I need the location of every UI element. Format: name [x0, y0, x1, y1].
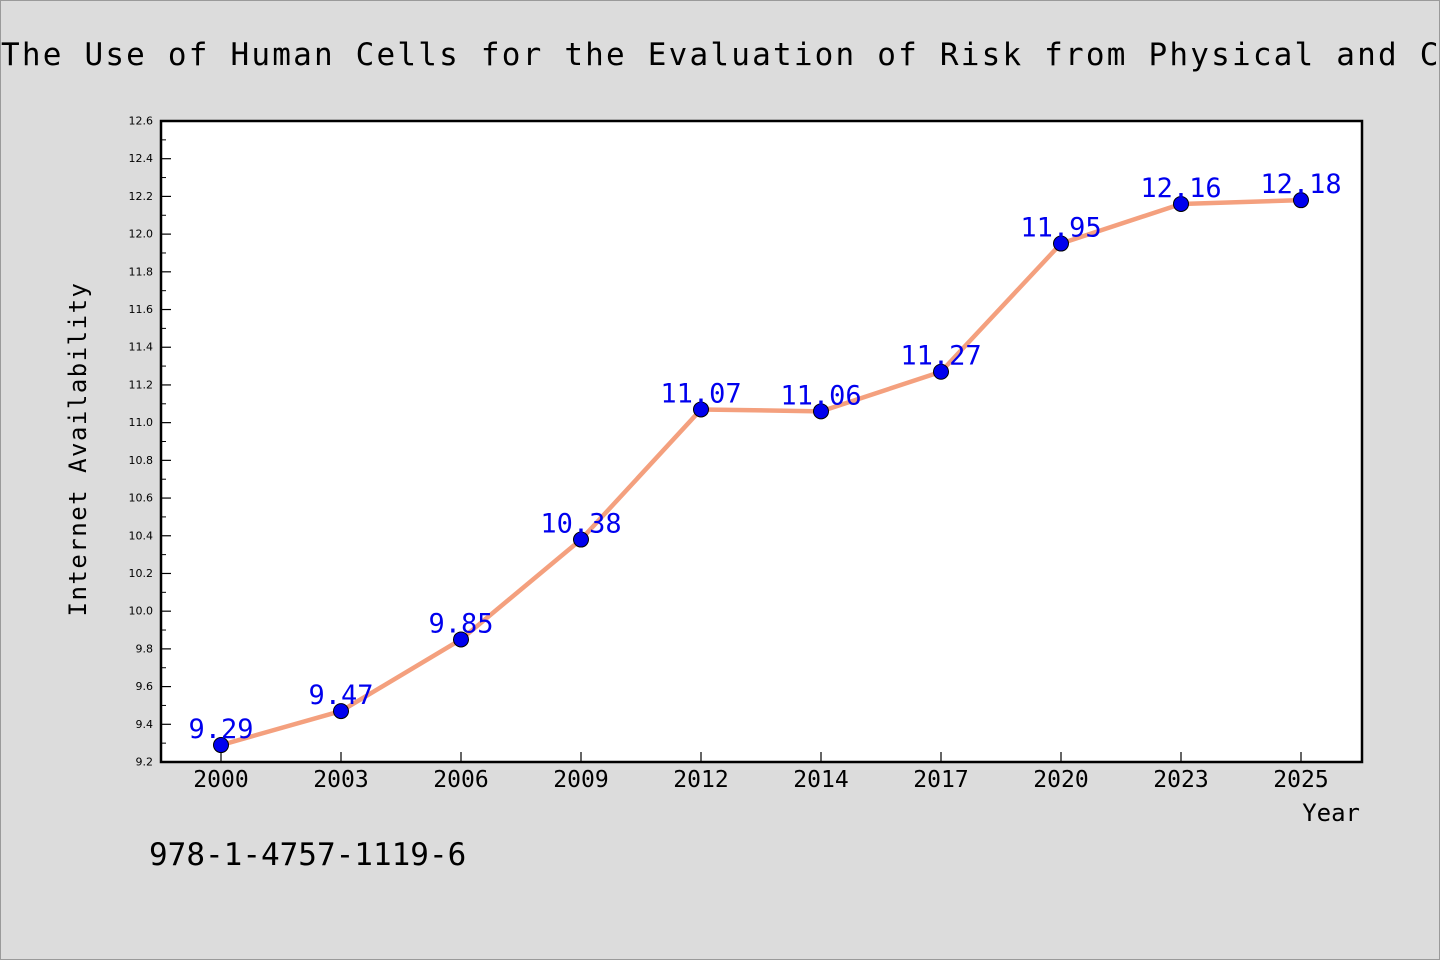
x-tick-label: 2000: [193, 767, 248, 793]
y-axis-label: Internet Availability: [64, 282, 92, 617]
data-label: 11.06: [780, 380, 861, 411]
x-tick-label: 2014: [793, 767, 848, 793]
y-tick-label: 10.4: [129, 529, 154, 542]
data-label: 10.38: [540, 509, 621, 540]
y-tick-label: 10.2: [129, 567, 154, 580]
y-tick-label: 11.6: [129, 303, 154, 316]
x-tick-label: 2023: [1153, 767, 1208, 793]
y-tick-label: 9.4: [136, 718, 154, 731]
data-point: [1053, 235, 1069, 252]
x-tick-label: 2009: [553, 767, 608, 793]
isbn-text: 978-1-4757-1119-6: [149, 837, 466, 873]
data-point: [333, 703, 349, 720]
x-tick-label: 2017: [913, 767, 968, 793]
data-point: [1293, 192, 1309, 209]
y-tick-label: 11.2: [129, 378, 154, 391]
y-tick-label: 11.8: [129, 265, 154, 278]
x-axis-label: Year: [1302, 799, 1360, 827]
y-tick-label: 9.2: [136, 756, 154, 769]
x-axis: 2000 2003 2006 2009 2012 2014 2017 2020 2023 2025: [193, 752, 1329, 793]
data-label: 12.18: [1260, 169, 1341, 200]
data-point: [1173, 195, 1189, 212]
x-tick-label: 2003: [313, 767, 368, 793]
y-tick-label: 12.4: [129, 152, 154, 165]
y-tick-label: 11.0: [129, 416, 154, 429]
data-label: 12.16: [1140, 173, 1221, 204]
y-tick-label: 9.6: [136, 680, 154, 693]
y-axis: 9.2 9.4 9.6 9.8 10.0 10.2 10.4 10.6 10.8 11.0 11.2…: [129, 115, 171, 769]
data-label: 11.27: [900, 341, 981, 372]
chart-title: The Use of Human Cells for the Evaluatio…: [1, 37, 1440, 73]
y-tick-label: 12.6: [129, 115, 154, 128]
data-point: [933, 363, 949, 380]
y-tick-label: 10.8: [129, 454, 154, 467]
data-point: [573, 531, 589, 548]
series: 9.29 9.47 9.85 10.38 11.07 11.06 11.27 11.95 12.…: [188, 169, 1342, 754]
y-tick-label: 10.6: [129, 492, 154, 505]
y-tick-label: 10.0: [129, 605, 154, 618]
data-label: 9.85: [428, 608, 493, 639]
y-tick-label: 9.8: [136, 642, 154, 655]
y-tick-label: 12.0: [129, 228, 154, 241]
data-point: [693, 401, 709, 418]
data-label: 9.47: [308, 680, 373, 711]
data-point: [213, 737, 229, 754]
series-line: [218, 197, 1304, 748]
x-tick-label: 2006: [433, 767, 488, 793]
x-tick-label: 2020: [1033, 767, 1088, 793]
plot-area: [159, 119, 1364, 764]
y-tick-label: 11.4: [129, 341, 154, 354]
data-point: [453, 631, 469, 648]
data-label: 11.95: [1020, 213, 1101, 244]
data-label: 11.07: [660, 378, 741, 409]
x-tick-label: 2025: [1273, 767, 1328, 793]
x-tick-label: 2012: [673, 767, 728, 793]
data-label: 9.29: [188, 714, 253, 745]
data-point: [813, 403, 829, 420]
y-tick-label: 12.2: [129, 190, 154, 203]
